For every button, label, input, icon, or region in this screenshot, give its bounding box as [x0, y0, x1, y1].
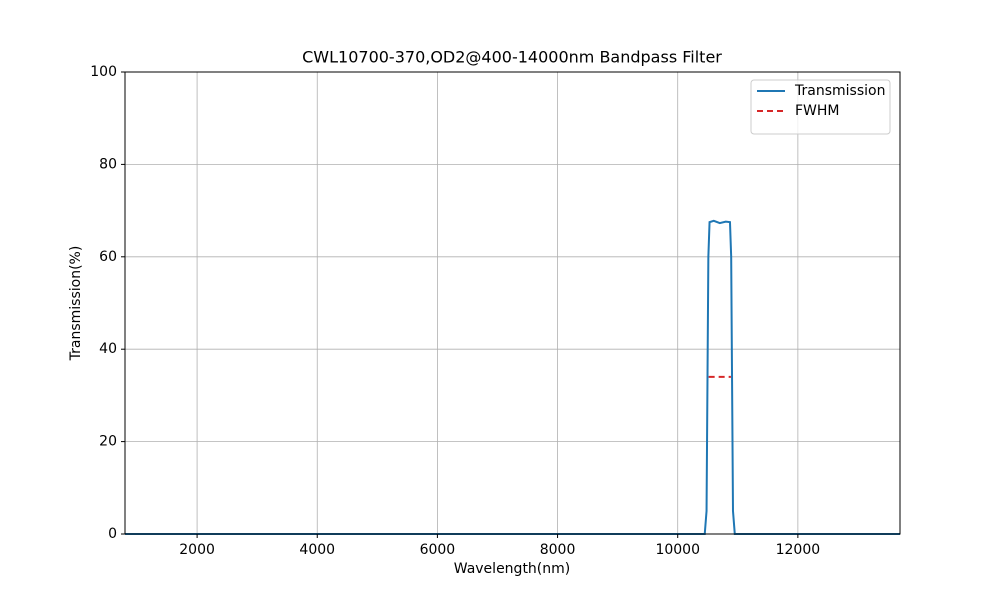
y-tick-label: 0: [108, 526, 117, 542]
legend-label: FWHM: [795, 103, 840, 119]
y-axis-label: Transmission(%): [68, 246, 84, 362]
plot: [125, 219, 900, 535]
legend: Transmission FWHM: [750, 79, 891, 135]
y-tick-label: 60: [99, 249, 117, 265]
ticks: 2000 4000 6000 8000 10000 12000 0 20 40 60 80 100: [90, 64, 820, 558]
x-tick-label: 12000: [776, 542, 821, 558]
legend-box: [750, 79, 891, 135]
x-axis-label: Wavelength(nm): [454, 561, 570, 577]
chart-title: CWL10700-370,OD2@400-14000nm Bandpass Fi…: [302, 48, 722, 67]
legend-label: Transmission: [794, 83, 885, 99]
series-line: [125, 219, 900, 535]
x-tick-label: 8000: [540, 542, 576, 558]
x-tick-label: 2000: [179, 542, 215, 558]
x-tick-label: 4000: [299, 542, 335, 558]
y-tick-label: 100: [90, 64, 117, 80]
y-tick-label: 80: [99, 156, 117, 172]
y-tick-label: 20: [99, 434, 117, 450]
x-tick-label: 10000: [655, 542, 700, 558]
x-tick-label: 6000: [420, 542, 456, 558]
axes-frame: [124, 71, 901, 535]
y-tick-label: 40: [99, 341, 117, 357]
